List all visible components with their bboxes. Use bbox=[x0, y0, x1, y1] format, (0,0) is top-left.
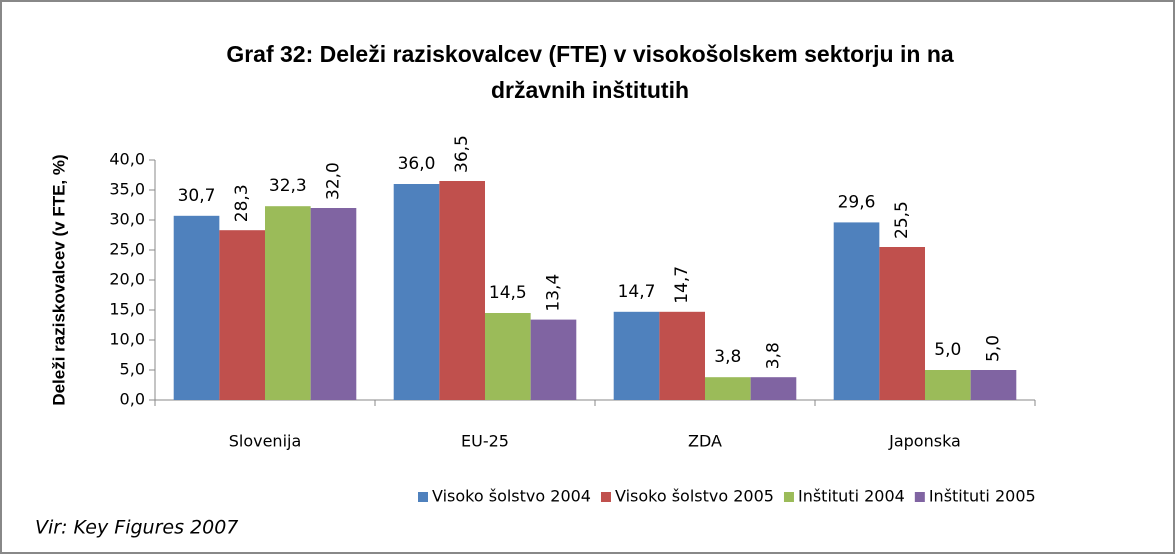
x-tick-label: Japonska bbox=[888, 432, 961, 451]
legend-label: Visoko šolstvo 2004 bbox=[432, 487, 591, 506]
y-tick-label: 35,0 bbox=[109, 180, 145, 199]
bar bbox=[530, 319, 577, 400]
legend-label: Inštituti 2005 bbox=[929, 487, 1036, 506]
data-label: 29,6 bbox=[838, 192, 876, 212]
y-tick-label: 0,0 bbox=[120, 390, 145, 409]
legend-swatch bbox=[783, 492, 794, 502]
data-label: 28,3 bbox=[232, 184, 252, 222]
data-label: 30,7 bbox=[178, 186, 216, 206]
legend-label: Inštituti 2004 bbox=[798, 487, 905, 506]
bar bbox=[925, 370, 971, 400]
legend-swatch bbox=[914, 492, 925, 502]
bar bbox=[485, 313, 531, 400]
data-label: 25,5 bbox=[892, 201, 912, 239]
y-tick-label: 5,0 bbox=[120, 360, 145, 379]
y-tick-label: 10,0 bbox=[109, 330, 145, 349]
bar bbox=[265, 206, 311, 400]
y-tick-label: 15,0 bbox=[109, 300, 145, 319]
data-label: 3,8 bbox=[763, 342, 783, 369]
x-tick-label: ZDA bbox=[688, 432, 722, 451]
x-tick-label: Slovenija bbox=[229, 432, 302, 451]
bar bbox=[970, 370, 1017, 400]
data-label: 5,0 bbox=[983, 335, 1003, 362]
bar bbox=[310, 208, 357, 400]
bar bbox=[219, 230, 265, 400]
bar bbox=[705, 377, 751, 400]
data-label: 13,4 bbox=[543, 274, 563, 312]
data-label: 14,7 bbox=[672, 266, 692, 304]
chart-title: Graf 32: Deleži raziskovalcev (FTE) v vi… bbox=[226, 41, 954, 67]
legend-swatch bbox=[418, 492, 428, 502]
data-label: 14,7 bbox=[618, 282, 656, 302]
data-label: 32,3 bbox=[269, 176, 307, 196]
source-note: Vir: Key Figures 2007 bbox=[35, 517, 238, 539]
bar bbox=[659, 311, 705, 400]
bar bbox=[613, 311, 660, 400]
y-tick-label: 20,0 bbox=[109, 270, 145, 289]
data-label: 36,5 bbox=[452, 135, 472, 173]
y-axis-label: Deleži raziskovalcev (v FTE, %) bbox=[49, 154, 68, 405]
bar bbox=[439, 181, 485, 400]
bar bbox=[173, 215, 220, 400]
data-label: 32,0 bbox=[323, 162, 343, 200]
data-label: 14,5 bbox=[489, 283, 527, 303]
chart-title: državnih inštitutih bbox=[491, 77, 689, 103]
x-tick-label: EU-25 bbox=[461, 432, 509, 451]
bar bbox=[750, 377, 797, 400]
data-label: 3,8 bbox=[714, 347, 741, 367]
y-tick-label: 30,0 bbox=[109, 210, 145, 229]
legend-label: Visoko šolstvo 2005 bbox=[615, 487, 774, 506]
data-label: 36,0 bbox=[398, 154, 436, 174]
bar bbox=[833, 222, 880, 400]
y-tick-label: 25,0 bbox=[109, 240, 145, 259]
bar bbox=[879, 247, 925, 400]
legend-swatch bbox=[600, 492, 611, 502]
bar bbox=[393, 184, 440, 400]
data-label: 5,0 bbox=[934, 340, 961, 360]
y-tick-label: 40,0 bbox=[109, 150, 145, 169]
